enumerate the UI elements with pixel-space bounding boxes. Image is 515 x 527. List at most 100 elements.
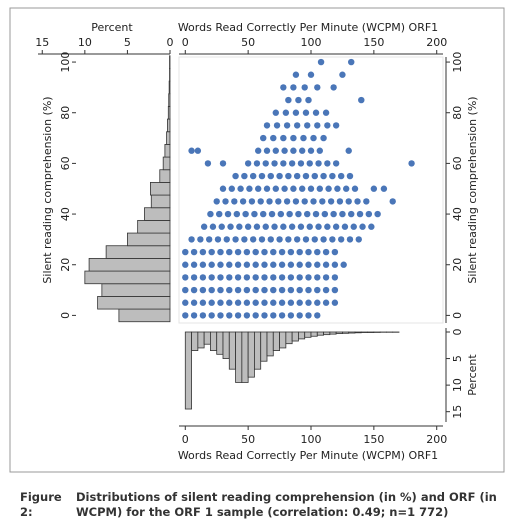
- y-tick-label: 60: [59, 156, 72, 170]
- point: [290, 185, 297, 192]
- point: [293, 236, 301, 243]
- point: [334, 185, 341, 192]
- bar: [266, 331, 274, 357]
- point: [248, 198, 256, 205]
- point: [228, 185, 235, 192]
- point: [290, 134, 297, 142]
- x-tick-label: 150: [363, 36, 384, 49]
- point: [272, 185, 279, 192]
- x-tick-label: 100: [301, 433, 322, 446]
- point: [311, 172, 318, 180]
- point: [251, 210, 258, 218]
- bar: [279, 331, 287, 349]
- bar: [164, 143, 171, 158]
- point: [278, 261, 286, 268]
- point: [345, 147, 352, 154]
- point: [199, 286, 207, 294]
- point: [359, 223, 366, 230]
- point: [296, 312, 303, 319]
- point: [297, 160, 305, 167]
- bar: [247, 331, 255, 378]
- point: [232, 236, 239, 243]
- point: [330, 84, 337, 91]
- point: [217, 248, 224, 256]
- point: [337, 172, 345, 180]
- point: [292, 71, 300, 78]
- point: [214, 236, 222, 243]
- bar: [316, 331, 324, 336]
- point: [270, 248, 277, 256]
- point: [324, 122, 331, 129]
- point: [314, 312, 321, 319]
- point: [282, 109, 290, 116]
- point: [258, 236, 266, 243]
- point: [312, 109, 320, 116]
- point: [322, 286, 330, 294]
- point: [234, 312, 242, 319]
- bar: [184, 331, 192, 410]
- point: [305, 248, 312, 256]
- bar: [84, 270, 171, 285]
- point: [263, 122, 271, 129]
- point: [270, 286, 277, 294]
- point: [249, 172, 257, 180]
- point: [345, 198, 352, 205]
- point: [267, 236, 274, 243]
- point: [199, 261, 207, 268]
- point: [275, 198, 282, 205]
- point: [226, 286, 233, 294]
- point: [317, 58, 325, 66]
- point: [354, 198, 361, 205]
- plot-area: [178, 56, 444, 324]
- point: [330, 210, 337, 218]
- point: [188, 236, 195, 243]
- point: [204, 160, 212, 167]
- y-tick-label: 0: [451, 312, 464, 319]
- point: [234, 274, 242, 281]
- point: [252, 312, 259, 319]
- point: [208, 299, 215, 306]
- point: [213, 198, 220, 205]
- point: [314, 261, 321, 268]
- point: [346, 236, 354, 243]
- bar: [137, 219, 171, 234]
- point: [314, 299, 321, 306]
- point: [304, 122, 311, 129]
- point: [331, 248, 339, 256]
- bar: [118, 308, 171, 323]
- point: [314, 122, 321, 129]
- point: [243, 312, 251, 319]
- point: [306, 223, 313, 230]
- point: [380, 185, 388, 192]
- point: [199, 299, 207, 306]
- point: [224, 210, 232, 218]
- point: [241, 172, 248, 180]
- point: [351, 185, 359, 192]
- point: [296, 286, 303, 294]
- point: [244, 223, 252, 230]
- point: [327, 198, 335, 205]
- point: [280, 223, 287, 230]
- point: [322, 299, 330, 306]
- point: [222, 198, 229, 205]
- point: [281, 147, 288, 154]
- bar: [235, 331, 243, 383]
- point: [389, 198, 396, 205]
- bar: [228, 331, 236, 370]
- bar: [159, 169, 171, 183]
- point: [310, 134, 317, 142]
- point: [234, 286, 242, 294]
- point: [182, 274, 189, 281]
- bar: [304, 331, 312, 338]
- point: [226, 312, 233, 319]
- x-tick-label: 200: [426, 36, 447, 49]
- point: [310, 198, 317, 205]
- point: [281, 185, 288, 192]
- point: [182, 299, 189, 306]
- point: [311, 236, 318, 243]
- point: [237, 185, 244, 192]
- y-tick-label: 0: [451, 329, 464, 336]
- point: [276, 236, 283, 243]
- point: [336, 198, 344, 205]
